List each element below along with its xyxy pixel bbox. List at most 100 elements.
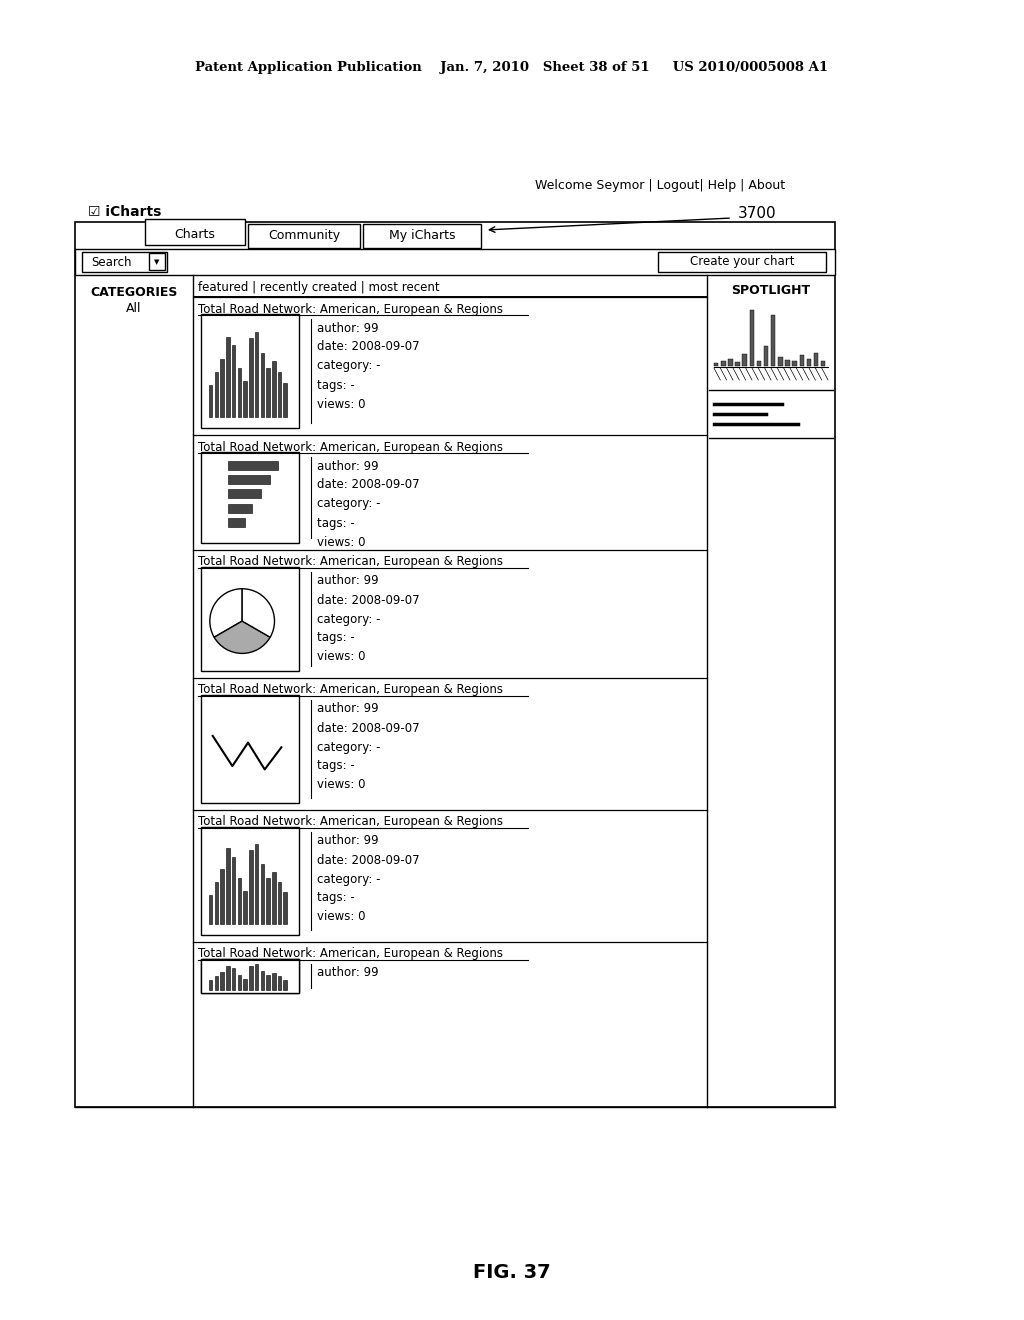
Bar [728,359,733,366]
Bar [201,696,299,803]
Bar [231,857,236,924]
Bar [771,314,775,366]
Text: Welcome Seymor | Logout| Help | About: Welcome Seymor | Logout| Help | About [535,178,785,191]
Bar [201,568,299,671]
Bar [201,451,299,543]
Text: Search: Search [92,256,132,268]
Bar [821,362,825,366]
Text: author: 99: author: 99 [317,702,379,715]
Bar [272,362,275,417]
Text: author: 99: author: 99 [317,574,379,587]
Text: CATEGORIES: CATEGORIES [90,286,178,300]
Text: category: -: category: - [317,359,381,372]
Bar [238,878,241,924]
Bar [75,222,835,1107]
Text: My iCharts: My iCharts [389,230,456,243]
Text: Charts: Charts [174,227,215,240]
Bar [244,891,247,924]
Text: 3700: 3700 [738,206,776,220]
Bar [278,977,282,990]
Text: author: 99: author: 99 [317,322,379,334]
Bar [201,828,299,935]
Bar [215,372,218,417]
Bar [284,383,287,417]
Bar [266,878,270,924]
Bar [814,354,818,366]
Text: date: 2008-09-07: date: 2008-09-07 [317,341,420,354]
Text: tags: -: tags: - [317,516,354,529]
Bar [742,354,746,366]
Wedge shape [214,622,270,653]
Bar [272,873,275,924]
Bar [209,981,212,990]
Text: All: All [126,302,141,315]
Text: views: 0: views: 0 [317,779,366,792]
Bar [260,970,264,990]
Bar [238,975,241,990]
Text: FIG. 37: FIG. 37 [473,1262,551,1282]
Bar [785,360,790,366]
Bar [228,490,261,499]
Bar [228,504,252,512]
Text: Patent Application Publication    Jan. 7, 2010   Sheet 38 of 51     US 2010/0005: Patent Application Publication Jan. 7, 2… [196,62,828,74]
Bar [201,960,299,993]
Bar [255,965,258,990]
Bar [228,475,269,484]
Bar [248,224,360,248]
Bar [201,314,299,428]
Bar [284,892,287,924]
Bar [362,224,481,248]
Text: category: -: category: - [317,612,381,626]
Bar [658,252,826,272]
Bar [255,845,258,924]
Bar [150,253,165,271]
Wedge shape [242,589,274,638]
Bar [238,368,241,417]
Text: Total Road Network: American, European & Regions: Total Road Network: American, European &… [198,302,503,315]
Text: date: 2008-09-07: date: 2008-09-07 [317,594,420,606]
Text: ☑ iCharts: ☑ iCharts [88,205,162,219]
Bar [807,359,811,366]
Bar [255,333,258,417]
Bar [75,249,835,275]
Bar [266,975,270,990]
Bar [226,849,229,924]
Bar [244,979,247,990]
Text: views: 0: views: 0 [317,397,366,411]
Bar [272,973,275,990]
Text: tags: -: tags: - [317,631,354,644]
Bar [220,973,224,990]
Bar [209,895,212,924]
Bar [757,362,761,366]
Bar [220,359,224,417]
Bar [284,979,287,990]
Bar [249,850,253,924]
Bar [226,337,229,417]
Bar [228,461,279,470]
Text: views: 0: views: 0 [317,651,366,664]
Bar [249,966,253,990]
Text: date: 2008-09-07: date: 2008-09-07 [317,854,420,866]
Bar [209,385,212,417]
Bar [278,882,282,924]
Text: Create your chart: Create your chart [690,256,795,268]
Text: category: -: category: - [317,873,381,886]
Bar [721,362,726,366]
Bar [215,882,218,924]
Bar [145,219,245,246]
Bar [778,358,782,366]
Text: date: 2008-09-07: date: 2008-09-07 [317,479,420,491]
Wedge shape [210,589,242,638]
Bar [260,863,264,924]
Bar [764,346,768,366]
Text: Total Road Network: American, European & Regions: Total Road Network: American, European &… [198,441,503,454]
Text: author: 99: author: 99 [317,834,379,847]
Bar [226,966,229,990]
Text: Community: Community [268,230,340,243]
Bar [793,362,797,366]
Bar [735,363,739,366]
Text: Total Road Network: American, European & Regions: Total Road Network: American, European &… [198,948,503,961]
Text: author: 99: author: 99 [317,459,379,473]
Text: ▼: ▼ [155,259,160,265]
Bar [215,977,218,990]
